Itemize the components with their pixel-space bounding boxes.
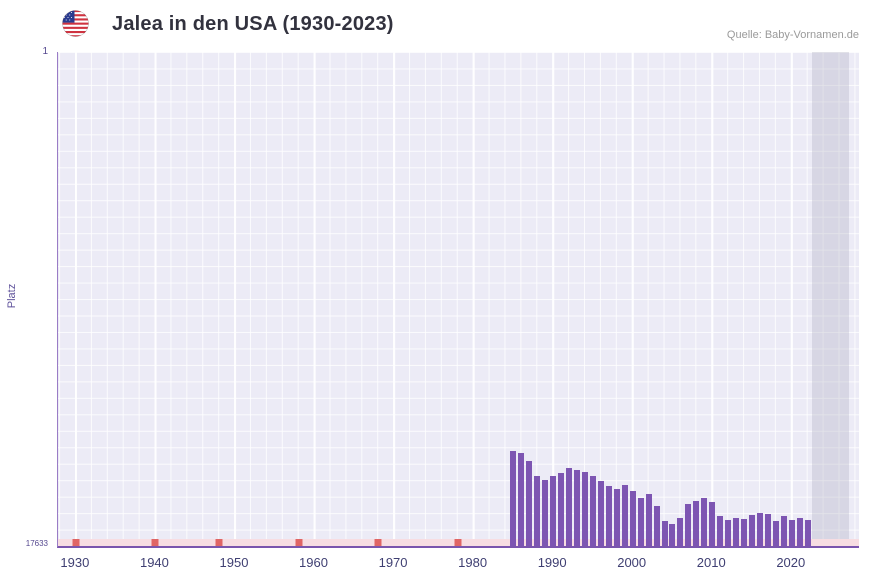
x-tick-2020: 2020 (776, 555, 806, 570)
bar-2010[interactable] (709, 501, 716, 546)
bar-1997[interactable] (605, 485, 612, 546)
bar-1991[interactable] (558, 473, 565, 546)
bar-2007[interactable] (685, 503, 692, 546)
bar-2011[interactable] (717, 515, 724, 546)
us-flag-icon (62, 10, 89, 37)
bar-2020[interactable] (788, 520, 795, 546)
bar-1995[interactable] (589, 475, 596, 546)
recent-years-band (812, 52, 850, 546)
bar-2001[interactable] (637, 498, 644, 546)
y-tick-bottom: 17633 (25, 539, 48, 548)
rare-mark-1968[interactable] (374, 539, 382, 546)
rare-mark-1948[interactable] (215, 539, 223, 546)
bar-1988[interactable] (534, 475, 541, 546)
rare-mark-1940[interactable] (151, 539, 159, 546)
bar-2000[interactable] (629, 491, 636, 546)
rare-mark-1930[interactable] (72, 539, 80, 546)
bar-1996[interactable] (597, 480, 604, 546)
bar-2009[interactable] (701, 498, 708, 546)
bar-2018[interactable] (772, 520, 779, 546)
bar-2002[interactable] (645, 494, 652, 546)
bar-2021[interactable] (796, 518, 803, 546)
x-tick-1990: 1990 (537, 555, 567, 570)
bar-1986[interactable] (518, 453, 525, 546)
bar-1993[interactable] (574, 470, 581, 546)
chart-header: Jalea in den USA (1930-2023) Quelle: Bab… (0, 0, 873, 48)
rare-mark-1978[interactable] (454, 539, 462, 546)
bar-1987[interactable] (526, 461, 533, 546)
source-credit: Quelle: Baby-Vornamen.de (726, 29, 859, 41)
bar-2014[interactable] (741, 519, 748, 546)
x-tick-1960: 1960 (299, 555, 328, 570)
bar-2004[interactable] (661, 520, 668, 546)
bar-1994[interactable] (581, 471, 588, 546)
x-tick-2010: 2010 (696, 555, 726, 570)
bar-1998[interactable] (613, 489, 620, 546)
y-axis-label: Platz (6, 283, 18, 309)
bar-2006[interactable] (677, 517, 684, 546)
y-tick-top: 1 (42, 46, 48, 57)
bar-1985[interactable] (510, 450, 517, 546)
bar-2012[interactable] (725, 520, 732, 546)
x-tick-1980: 1980 (458, 555, 488, 570)
bar-2015[interactable] (749, 515, 755, 546)
bar-2019[interactable] (780, 515, 787, 546)
bar-2008[interactable] (693, 501, 700, 546)
x-tick-2000: 2000 (617, 555, 647, 570)
x-tick-1930: 1930 (60, 555, 90, 570)
bar-1990[interactable] (550, 475, 557, 546)
bar-1989[interactable] (542, 480, 549, 546)
x-axis-ticks: 1930 1940 1950 1960 1970 1980 1990 2000 2010 2020 (57, 555, 858, 577)
x-tick-1970: 1970 (378, 555, 408, 570)
bar-2005[interactable] (669, 524, 676, 546)
bar-1992[interactable] (566, 468, 573, 546)
bar-2017[interactable] (764, 513, 771, 546)
bar-2022[interactable] (804, 519, 811, 546)
rare-mark-1958[interactable] (295, 539, 303, 546)
bar-2016[interactable] (756, 513, 763, 546)
bar-2003[interactable] (653, 506, 660, 546)
chart-title: Jalea in den USA (1930-2023) (112, 13, 394, 35)
x-tick-1950: 1950 (219, 555, 249, 570)
plot-area (57, 52, 859, 548)
x-tick-1940: 1940 (139, 555, 169, 570)
bar-1999[interactable] (621, 485, 628, 546)
bar-2013[interactable] (733, 517, 740, 546)
